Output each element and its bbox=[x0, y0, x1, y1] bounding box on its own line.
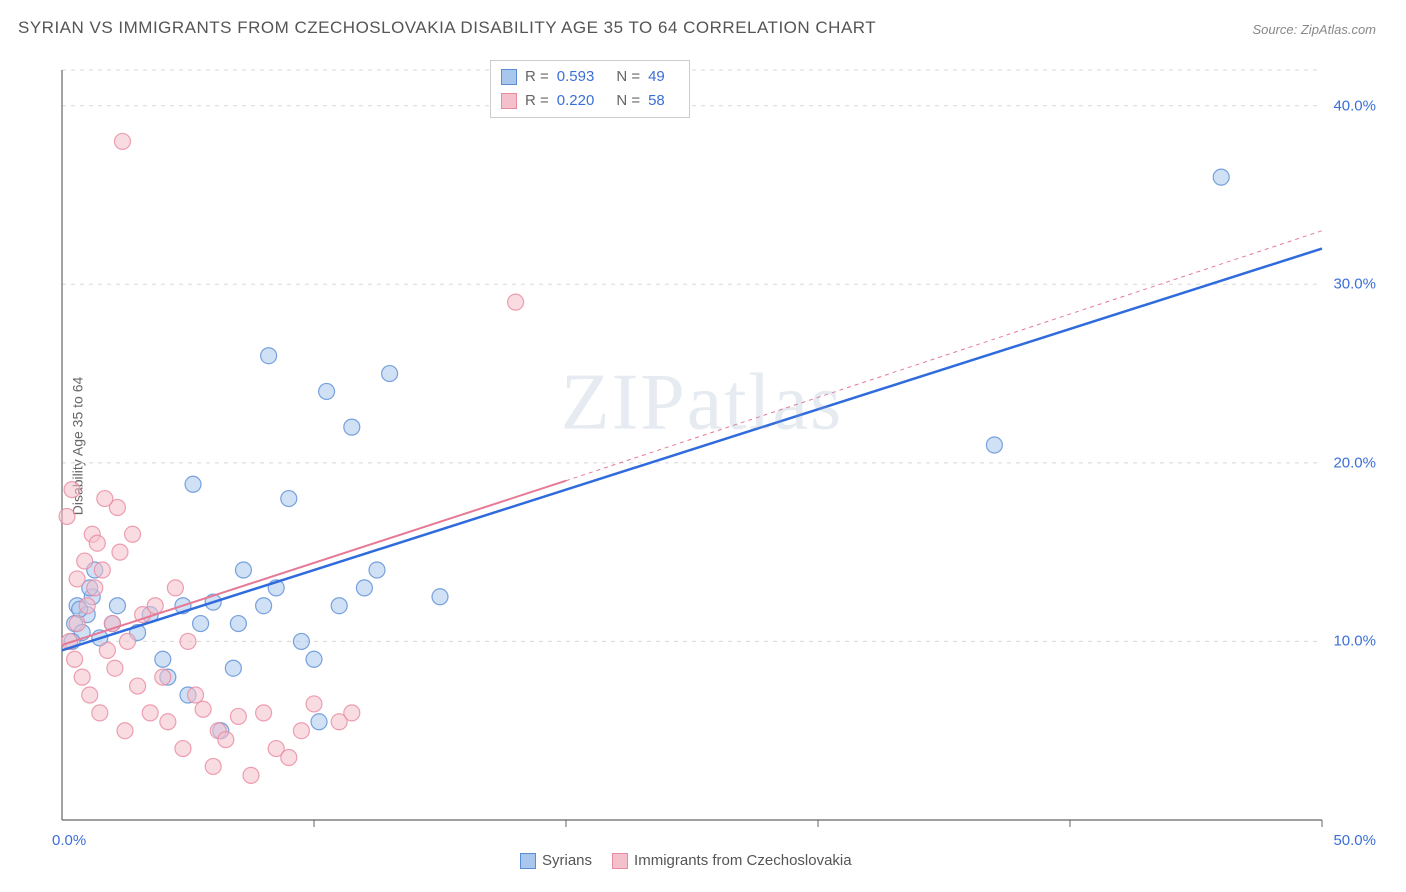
swatch-icon bbox=[501, 69, 517, 85]
swatch-icon bbox=[520, 853, 536, 869]
stat-r-label: R = bbox=[525, 65, 549, 89]
chart-title: SYRIAN VS IMMIGRANTS FROM CZECHOSLOVAKIA… bbox=[18, 18, 876, 38]
source-label: Source: ZipAtlas.com bbox=[1252, 22, 1376, 37]
swatch-icon bbox=[501, 93, 517, 109]
series-legend: Syrians Immigrants from Czechoslovakia bbox=[520, 852, 852, 869]
y-tick-label: 30.0% bbox=[1333, 276, 1376, 293]
y-tick-label: 40.0% bbox=[1333, 97, 1376, 114]
stat-n-value: 49 bbox=[648, 65, 665, 89]
stat-n-value: 58 bbox=[648, 89, 665, 113]
x-tick-max: 50.0% bbox=[1333, 832, 1376, 849]
legend-item: Immigrants from Czechoslovakia bbox=[612, 852, 852, 869]
legend-item: Syrians bbox=[520, 852, 592, 869]
legend-label: Immigrants from Czechoslovakia bbox=[634, 852, 852, 869]
x-tick-min: 0.0% bbox=[52, 832, 86, 849]
stat-r-label: R = bbox=[525, 89, 549, 113]
stats-legend: R = 0.593 N = 49 R = 0.220 N = 58 bbox=[490, 60, 690, 118]
stats-row: R = 0.593 N = 49 bbox=[501, 65, 679, 89]
legend-label: Syrians bbox=[542, 852, 592, 869]
stat-r-value: 0.593 bbox=[557, 65, 595, 89]
y-tick-label: 10.0% bbox=[1333, 633, 1376, 650]
stat-n-label: N = bbox=[616, 89, 640, 113]
chart-area: ZIPatlas bbox=[52, 60, 1352, 840]
stats-row: R = 0.220 N = 58 bbox=[501, 89, 679, 113]
stat-r-value: 0.220 bbox=[557, 89, 595, 113]
scatter-chart bbox=[52, 60, 1352, 840]
y-tick-label: 20.0% bbox=[1333, 454, 1376, 471]
swatch-icon bbox=[612, 853, 628, 869]
stat-n-label: N = bbox=[616, 65, 640, 89]
